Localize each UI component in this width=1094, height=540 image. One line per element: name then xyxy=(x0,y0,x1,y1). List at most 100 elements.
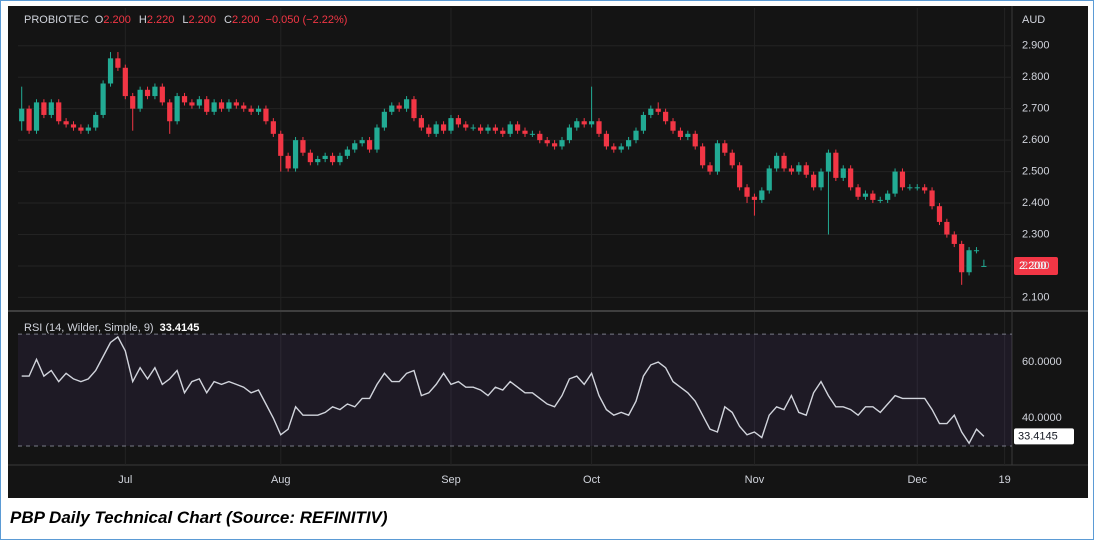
candle-body xyxy=(811,174,817,188)
y-tick-label: 40.0000 xyxy=(1022,412,1062,424)
candle-body xyxy=(603,133,610,147)
candle-body xyxy=(677,130,684,137)
x-tick-label: Sep xyxy=(441,474,461,486)
candle-body xyxy=(211,102,217,112)
candle-body xyxy=(589,121,595,125)
candle-body xyxy=(255,108,262,112)
candle-body xyxy=(418,118,424,128)
chart-background xyxy=(8,6,1088,498)
candle-body xyxy=(396,105,402,109)
ohlc-key: O xyxy=(95,14,104,26)
candle-body xyxy=(463,124,469,128)
y-tick-label: 2.500 xyxy=(1022,165,1050,177)
candle-body xyxy=(248,108,254,112)
candle-body xyxy=(181,96,188,103)
candle-body xyxy=(85,127,91,131)
candle-body xyxy=(788,168,795,172)
candle-body xyxy=(803,165,809,175)
candle-body xyxy=(648,108,654,115)
candle-body xyxy=(433,124,439,134)
candle-body xyxy=(685,133,691,137)
candle-body xyxy=(507,124,513,134)
candle-body xyxy=(611,146,617,150)
candle-body xyxy=(411,99,417,119)
candle-body xyxy=(596,121,602,134)
candle-body xyxy=(833,152,839,178)
change: −0.050 (−2.22%) xyxy=(266,14,348,26)
candle-body xyxy=(966,250,972,273)
candle-body xyxy=(100,83,106,115)
ohlc-key: L xyxy=(182,14,188,26)
candle-body xyxy=(981,265,987,267)
candle-body xyxy=(56,102,62,122)
candle-body xyxy=(426,127,432,134)
candle-body xyxy=(159,86,165,103)
candle-body xyxy=(640,114,647,131)
candle-body xyxy=(537,133,543,141)
candle-body xyxy=(951,234,957,244)
candle-body xyxy=(93,114,99,128)
candle-body xyxy=(204,99,210,112)
candle-body xyxy=(626,140,632,147)
candle-body xyxy=(337,155,343,163)
candle-body xyxy=(818,171,824,188)
candle-body xyxy=(907,187,913,189)
candle-body xyxy=(137,89,143,109)
candle-body xyxy=(226,102,232,109)
candle-body xyxy=(278,133,284,156)
candle-body xyxy=(144,89,151,97)
candle-body xyxy=(344,149,350,156)
candle-body xyxy=(174,96,180,122)
candle-body xyxy=(233,102,239,106)
candle-body xyxy=(722,143,728,153)
candle-body xyxy=(366,140,373,150)
y-tick-label: 2.100 xyxy=(1022,291,1050,303)
x-tick-label: Aug xyxy=(271,474,291,486)
axis-unit: AUD xyxy=(1022,14,1045,26)
candle-body xyxy=(440,124,447,131)
candle-body xyxy=(63,121,69,125)
x-tick-label: 19 xyxy=(998,474,1010,486)
candle-body xyxy=(766,168,772,191)
candle-body xyxy=(107,58,114,84)
candle-body xyxy=(944,221,950,235)
last-price-label: 2.200 xyxy=(1019,260,1047,272)
ticker-header: PROBIOTEC O2.200 H2.220 L2.200 C2.200 −0.050 … xyxy=(24,14,347,26)
candle-body xyxy=(574,121,580,128)
candle-body xyxy=(167,102,173,122)
candle-body xyxy=(492,127,498,131)
candle-body xyxy=(737,165,743,188)
candle-body xyxy=(19,108,25,122)
rsi-last-value: 33.4145 xyxy=(160,322,200,334)
candle-body xyxy=(929,190,935,207)
caption: PBP Daily Technical Chart (Source: REFIN… xyxy=(10,508,388,527)
candle-body xyxy=(26,108,32,131)
rsi-line xyxy=(21,335,985,445)
candle-body xyxy=(470,127,476,129)
rsi-name: RSI (14, Wilder, Simple, 9) xyxy=(24,322,154,334)
candle-body xyxy=(403,99,410,109)
candle-body xyxy=(618,146,624,150)
candle-body xyxy=(359,140,365,144)
labels: Jul Aug Sep Oct Nov Dec 19 2.100 2.200 2.300 2.400… xyxy=(24,14,1062,486)
candle-body xyxy=(189,102,195,106)
x-tick-label: Jul xyxy=(118,474,132,486)
candle-body xyxy=(781,155,787,169)
candle-body xyxy=(307,152,313,163)
candle-body xyxy=(241,105,247,109)
candle-body xyxy=(581,121,587,125)
candle-body xyxy=(870,193,876,200)
candle-body xyxy=(862,193,869,197)
y-tick-label: 60.0000 xyxy=(1022,356,1062,368)
y-tick-label: 2.900 xyxy=(1022,40,1050,52)
candle-body xyxy=(477,127,484,131)
candle-body xyxy=(774,155,780,169)
candle-body xyxy=(840,168,846,178)
rsi-title: RSI (14, Wilder, Simple, 9) 33.4145 xyxy=(24,322,199,334)
candle-body xyxy=(115,58,121,68)
candle-body xyxy=(544,140,550,144)
candle-body xyxy=(973,250,980,252)
symbol: PROBIOTEC xyxy=(24,14,89,26)
candle-body xyxy=(566,127,572,141)
